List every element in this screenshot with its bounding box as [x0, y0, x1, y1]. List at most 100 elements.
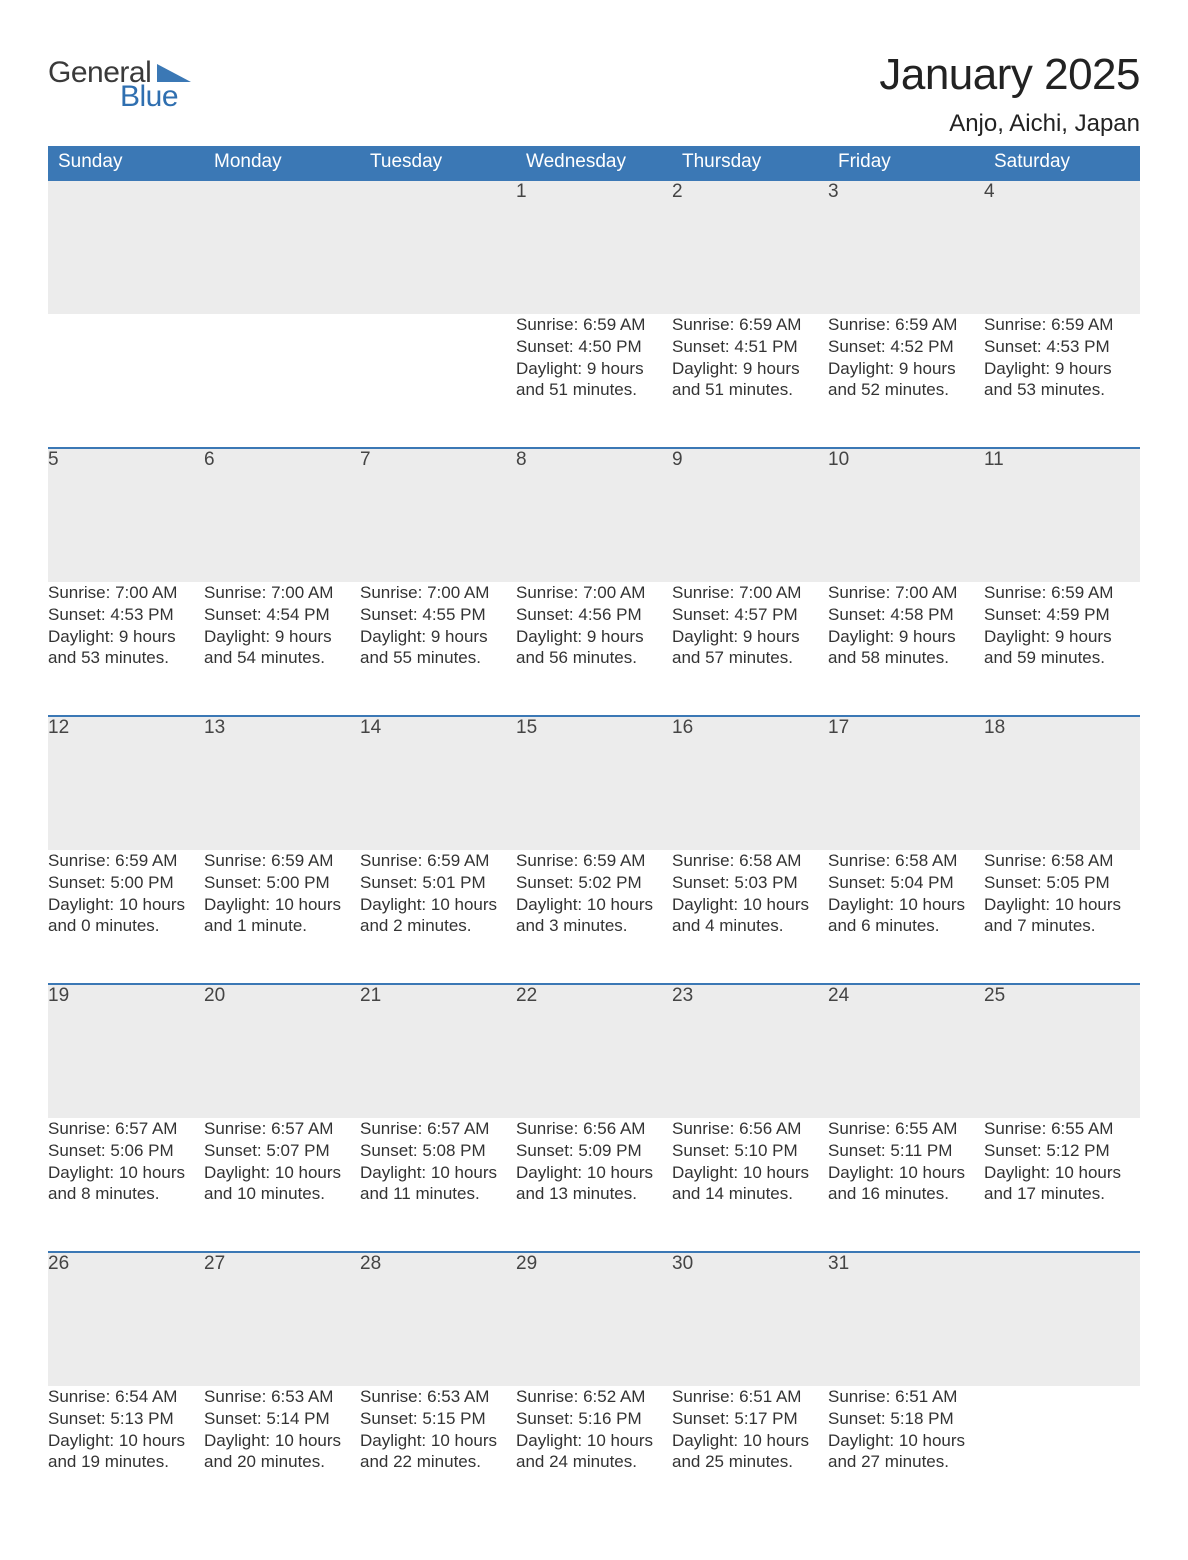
day-number-cell	[360, 180, 516, 314]
day-number-cell: 15	[516, 716, 672, 850]
sunset-line: Sunset: 4:52 PM	[828, 336, 984, 358]
daylight-line: Daylight: 10 hours and 22 minutes.	[360, 1430, 516, 1474]
sunrise-line: Sunrise: 7:00 AM	[672, 582, 828, 604]
weekday-header: Wednesday	[516, 146, 672, 180]
sunrise-line: Sunrise: 6:59 AM	[204, 850, 360, 872]
sunrise-line: Sunrise: 6:55 AM	[984, 1118, 1140, 1140]
day-body-cell	[48, 314, 204, 448]
day-number-cell: 11	[984, 448, 1140, 582]
sunset-line: Sunset: 5:18 PM	[828, 1408, 984, 1430]
day-body-row: Sunrise: 6:54 AMSunset: 5:13 PMDaylight:…	[48, 1386, 1140, 1520]
day-number-cell: 12	[48, 716, 204, 850]
calendar-head: SundayMondayTuesdayWednesdayThursdayFrid…	[48, 146, 1140, 180]
day-body-cell: Sunrise: 7:00 AMSunset: 4:58 PMDaylight:…	[828, 582, 984, 716]
daylight-line: Daylight: 10 hours and 2 minutes.	[360, 894, 516, 938]
daylight-line: Daylight: 9 hours and 57 minutes.	[672, 626, 828, 670]
daylight-line: Daylight: 10 hours and 8 minutes.	[48, 1162, 204, 1206]
sunset-line: Sunset: 5:04 PM	[828, 872, 984, 894]
weekday-header: Friday	[828, 146, 984, 180]
sunrise-line: Sunrise: 6:51 AM	[828, 1386, 984, 1408]
sunrise-line: Sunrise: 7:00 AM	[204, 582, 360, 604]
day-number-cell: 23	[672, 984, 828, 1118]
day-body-cell: Sunrise: 7:00 AMSunset: 4:57 PMDaylight:…	[672, 582, 828, 716]
sunset-line: Sunset: 5:01 PM	[360, 872, 516, 894]
day-body-row: Sunrise: 6:59 AMSunset: 4:50 PMDaylight:…	[48, 314, 1140, 448]
month-title: January 2025	[879, 50, 1140, 100]
weekday-header-row: SundayMondayTuesdayWednesdayThursdayFrid…	[48, 146, 1140, 180]
daylight-line: Daylight: 9 hours and 55 minutes.	[360, 626, 516, 670]
sunset-line: Sunset: 5:15 PM	[360, 1408, 516, 1430]
day-number-cell	[48, 180, 204, 314]
day-number-cell: 13	[204, 716, 360, 850]
sunrise-line: Sunrise: 6:59 AM	[516, 314, 672, 336]
sunrise-line: Sunrise: 6:58 AM	[672, 850, 828, 872]
day-body-cell: Sunrise: 6:58 AMSunset: 5:04 PMDaylight:…	[828, 850, 984, 984]
day-number-cell: 9	[672, 448, 828, 582]
day-body-row: Sunrise: 6:59 AMSunset: 5:00 PMDaylight:…	[48, 850, 1140, 984]
day-body-cell: Sunrise: 7:00 AMSunset: 4:54 PMDaylight:…	[204, 582, 360, 716]
calendar-page: General Blue January 2025 Anjo, Aichi, J…	[0, 0, 1188, 1560]
day-body-cell: Sunrise: 6:59 AMSunset: 4:51 PMDaylight:…	[672, 314, 828, 448]
sunrise-line: Sunrise: 6:58 AM	[984, 850, 1140, 872]
sunset-line: Sunset: 5:02 PM	[516, 872, 672, 894]
title-block: January 2025 Anjo, Aichi, Japan	[879, 50, 1140, 138]
day-body-cell: Sunrise: 6:59 AMSunset: 5:02 PMDaylight:…	[516, 850, 672, 984]
sunset-line: Sunset: 5:00 PM	[48, 872, 204, 894]
day-body-cell: Sunrise: 6:57 AMSunset: 5:06 PMDaylight:…	[48, 1118, 204, 1252]
sunset-line: Sunset: 4:50 PM	[516, 336, 672, 358]
sunrise-line: Sunrise: 6:57 AM	[204, 1118, 360, 1140]
day-body-row: Sunrise: 7:00 AMSunset: 4:53 PMDaylight:…	[48, 582, 1140, 716]
day-body-cell: Sunrise: 6:51 AMSunset: 5:18 PMDaylight:…	[828, 1386, 984, 1520]
day-number-cell: 14	[360, 716, 516, 850]
day-body-cell: Sunrise: 6:51 AMSunset: 5:17 PMDaylight:…	[672, 1386, 828, 1520]
daylight-line: Daylight: 10 hours and 14 minutes.	[672, 1162, 828, 1206]
sunrise-line: Sunrise: 7:00 AM	[360, 582, 516, 604]
sunset-line: Sunset: 5:07 PM	[204, 1140, 360, 1162]
sunset-line: Sunset: 4:53 PM	[48, 604, 204, 626]
sunrise-line: Sunrise: 6:57 AM	[360, 1118, 516, 1140]
daylight-line: Daylight: 10 hours and 6 minutes.	[828, 894, 984, 938]
location-text: Anjo, Aichi, Japan	[879, 110, 1140, 138]
sunset-line: Sunset: 4:59 PM	[984, 604, 1140, 626]
day-number-row: 12131415161718	[48, 716, 1140, 850]
sunrise-line: Sunrise: 6:54 AM	[48, 1386, 204, 1408]
sunrise-line: Sunrise: 6:53 AM	[204, 1386, 360, 1408]
day-number-cell: 3	[828, 180, 984, 314]
day-number-row: 262728293031	[48, 1252, 1140, 1386]
daylight-line: Daylight: 9 hours and 53 minutes.	[48, 626, 204, 670]
day-body-cell: Sunrise: 6:58 AMSunset: 5:03 PMDaylight:…	[672, 850, 828, 984]
day-body-cell: Sunrise: 7:00 AMSunset: 4:56 PMDaylight:…	[516, 582, 672, 716]
daylight-line: Daylight: 9 hours and 54 minutes.	[204, 626, 360, 670]
day-number-cell: 28	[360, 1252, 516, 1386]
day-number-cell: 27	[204, 1252, 360, 1386]
day-body-cell: Sunrise: 6:56 AMSunset: 5:09 PMDaylight:…	[516, 1118, 672, 1252]
day-number-cell: 31	[828, 1252, 984, 1386]
sunrise-line: Sunrise: 6:59 AM	[516, 850, 672, 872]
day-number-cell: 5	[48, 448, 204, 582]
sunset-line: Sunset: 4:51 PM	[672, 336, 828, 358]
sunrise-line: Sunrise: 6:56 AM	[672, 1118, 828, 1140]
day-number-cell: 6	[204, 448, 360, 582]
daylight-line: Daylight: 10 hours and 11 minutes.	[360, 1162, 516, 1206]
sunset-line: Sunset: 5:00 PM	[204, 872, 360, 894]
daylight-line: Daylight: 10 hours and 25 minutes.	[672, 1430, 828, 1474]
daylight-line: Daylight: 9 hours and 56 minutes.	[516, 626, 672, 670]
day-number-cell: 29	[516, 1252, 672, 1386]
day-body-cell: Sunrise: 6:59 AMSunset: 5:00 PMDaylight:…	[48, 850, 204, 984]
day-body-cell: Sunrise: 6:57 AMSunset: 5:08 PMDaylight:…	[360, 1118, 516, 1252]
daylight-line: Daylight: 9 hours and 58 minutes.	[828, 626, 984, 670]
sunrise-line: Sunrise: 6:57 AM	[48, 1118, 204, 1140]
sunrise-line: Sunrise: 6:59 AM	[984, 582, 1140, 604]
sunrise-line: Sunrise: 6:56 AM	[516, 1118, 672, 1140]
sunset-line: Sunset: 5:06 PM	[48, 1140, 204, 1162]
day-body-cell: Sunrise: 6:55 AMSunset: 5:12 PMDaylight:…	[984, 1118, 1140, 1252]
daylight-line: Daylight: 10 hours and 27 minutes.	[828, 1430, 984, 1474]
day-number-cell: 18	[984, 716, 1140, 850]
calendar-body: 1234Sunrise: 6:59 AMSunset: 4:50 PMDayli…	[48, 180, 1140, 1520]
daylight-line: Daylight: 10 hours and 16 minutes.	[828, 1162, 984, 1206]
weekday-header: Monday	[204, 146, 360, 180]
logo-text-blue: Blue	[120, 80, 178, 114]
daylight-line: Daylight: 10 hours and 4 minutes.	[672, 894, 828, 938]
calendar-table: SundayMondayTuesdayWednesdayThursdayFrid…	[48, 146, 1140, 1520]
day-number-cell: 30	[672, 1252, 828, 1386]
